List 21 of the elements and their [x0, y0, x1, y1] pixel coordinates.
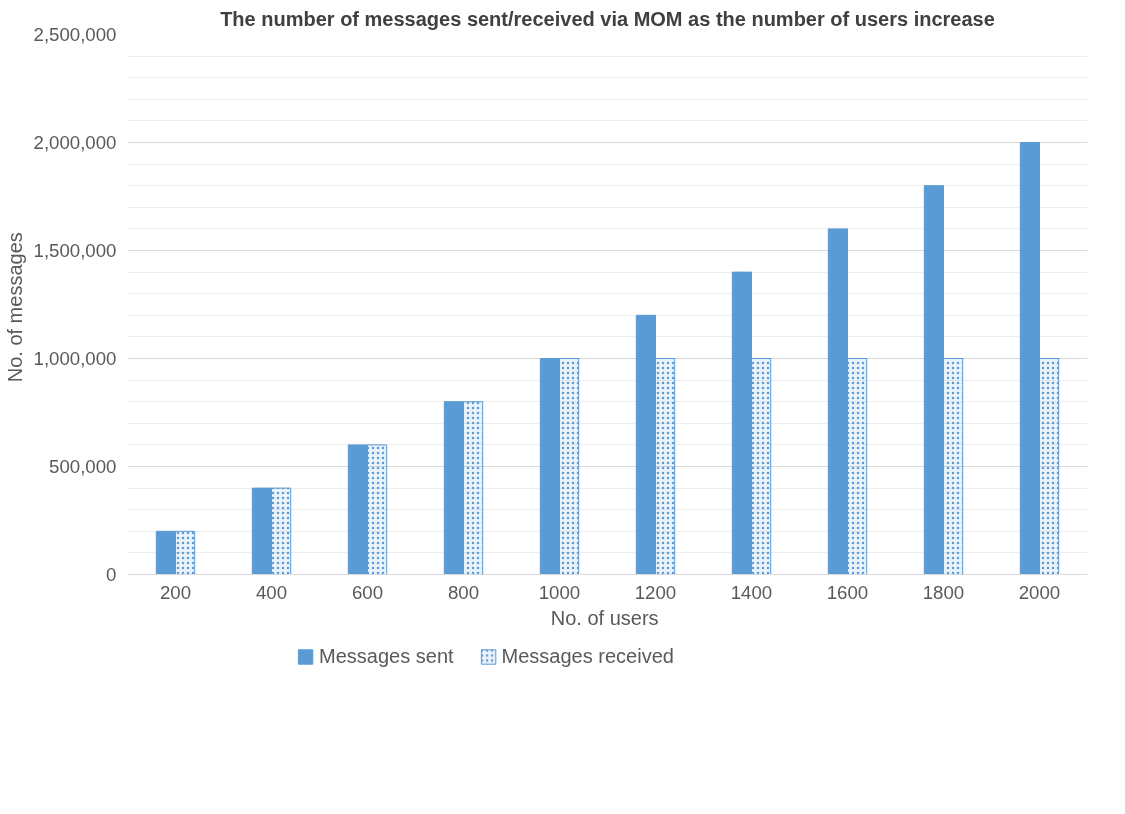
y-tick-label: 0: [106, 564, 117, 585]
x-tick-label: 400: [255, 581, 288, 603]
y-tick-label: 1,500,000: [33, 240, 117, 261]
x-tick-label: 1000: [538, 581, 581, 603]
legend-label: Messages received: [501, 644, 674, 668]
x-tick-label: 1400: [730, 581, 773, 603]
y-tick-label: 2,500,000: [33, 24, 117, 45]
y-tick-label: 1,000,000: [33, 348, 117, 369]
x-tick-label: 600: [351, 581, 384, 603]
x-tick-label: 1800: [922, 581, 965, 603]
chart-title: The number of messages sent/received via MOM as the number of users increase: [220, 7, 995, 30]
x-tick-label: 200: [159, 581, 192, 603]
x-tick-label: 2000: [1018, 581, 1061, 603]
y-tick-label: 2,000,000: [33, 132, 117, 153]
x-axis-title: No. of users: [550, 606, 659, 629]
legend-label: Messages sent: [319, 644, 454, 668]
x-tick-label: 800: [447, 581, 480, 603]
y-axis-title: No. of messages: [3, 232, 26, 383]
x-tick-label: 1200: [634, 581, 677, 603]
x-tick-label: 1600: [826, 581, 869, 603]
y-tick-label: 500,000: [49, 456, 117, 477]
